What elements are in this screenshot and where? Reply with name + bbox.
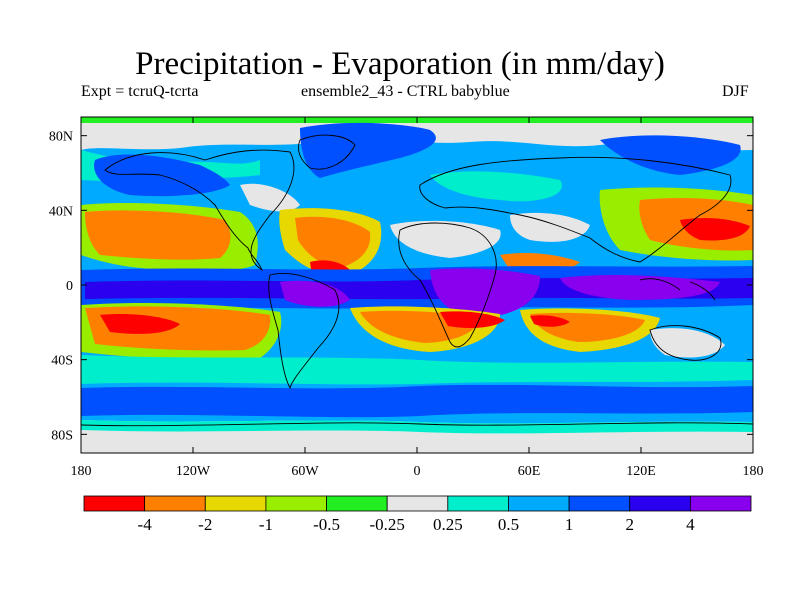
colorbar-box xyxy=(204,495,267,512)
field-sind-red xyxy=(530,315,570,327)
coast-africa xyxy=(398,222,497,348)
colorbar-label: 2 xyxy=(625,515,634,534)
lon-tick-label: 180 xyxy=(743,464,764,479)
field-na-grey xyxy=(240,183,300,212)
precip-field xyxy=(81,117,753,453)
field-antarctic-coast xyxy=(81,420,753,434)
lon-tick-label: 120W xyxy=(176,464,211,479)
colorbar-box xyxy=(568,495,631,512)
lon-tick-label: 0 xyxy=(414,464,421,479)
colorbar-label: -1 xyxy=(259,515,273,534)
field-natl-orange xyxy=(295,216,371,268)
colorbar-label: 0.25 xyxy=(433,515,463,534)
colorbar: -4 -2 -1 -0.5 -0.25 0.25 0.5 1 2 4 xyxy=(83,495,752,534)
longitude-axis: 180 120W 60W 0 60E 120E 180 xyxy=(71,117,764,479)
colorbar-box xyxy=(447,495,509,512)
field-satl-red xyxy=(440,311,505,328)
coast-eurasia xyxy=(419,156,732,263)
colorbar-label: -0.5 xyxy=(313,515,340,534)
field-southern-ocean xyxy=(81,384,753,418)
field-arabia xyxy=(510,212,590,242)
coast-greenland xyxy=(298,134,356,170)
season-label: DJF xyxy=(722,83,749,100)
coast-south-america xyxy=(268,273,340,390)
lon-tick-label: 120E xyxy=(626,464,656,479)
field-australia xyxy=(650,328,725,358)
colorbar-label: 1 xyxy=(565,515,574,534)
latitude-axis: 80N 40N 0 40S 80S xyxy=(49,130,753,443)
field-amazon-violet xyxy=(280,280,350,307)
colorbar-label: 0.5 xyxy=(498,515,519,534)
field-natl-storm xyxy=(300,122,436,178)
coast-australia xyxy=(649,325,722,361)
coast-antarctica xyxy=(81,422,753,427)
colorbar-box xyxy=(83,495,146,512)
colorbar-box xyxy=(689,495,752,512)
field-africa-violet xyxy=(430,268,540,318)
colorbar-box xyxy=(386,495,449,512)
colorbar-label: -2 xyxy=(198,515,212,534)
ensemble-label: ensemble2_43 - CTRL babyblue xyxy=(301,83,510,100)
field-sahara xyxy=(390,220,501,258)
figure-title: Precipitation - Evaporation (in mm/day) xyxy=(135,46,665,82)
field-south-cyan xyxy=(81,355,753,385)
experiment-label: Expt = tcruQ-tcrta xyxy=(81,83,199,100)
colorbar-box xyxy=(629,495,691,512)
colorbar-box xyxy=(508,495,570,512)
field-indian-violet xyxy=(560,275,720,300)
colorbar-box xyxy=(326,495,388,512)
colorbar-box xyxy=(144,495,206,512)
lat-tick-label: 80N xyxy=(49,130,73,145)
lon-tick-label: 60W xyxy=(291,464,319,479)
field-siberia-storm xyxy=(600,135,741,175)
lon-tick-label: 60E xyxy=(518,464,541,479)
field-wpac-red xyxy=(680,218,750,241)
colorbar-label: -0.25 xyxy=(369,515,404,534)
lat-tick-label: 80S xyxy=(51,428,73,443)
colorbar-label: 4 xyxy=(686,515,695,534)
lat-tick-label: 0 xyxy=(66,279,73,294)
lat-tick-label: 40S xyxy=(51,354,73,369)
colorbar-box xyxy=(265,495,327,512)
colorbar-label: -4 xyxy=(138,515,153,534)
coast-maritime-continent xyxy=(639,278,716,301)
field-eurasia-cyan xyxy=(430,171,562,202)
field-npac-orange xyxy=(85,210,231,260)
field-spac-red xyxy=(100,314,180,334)
lat-tick-label: 40N xyxy=(49,204,73,219)
coast-north-america xyxy=(104,149,295,272)
coastlines xyxy=(81,134,753,427)
lon-tick-label: 180 xyxy=(71,464,92,479)
